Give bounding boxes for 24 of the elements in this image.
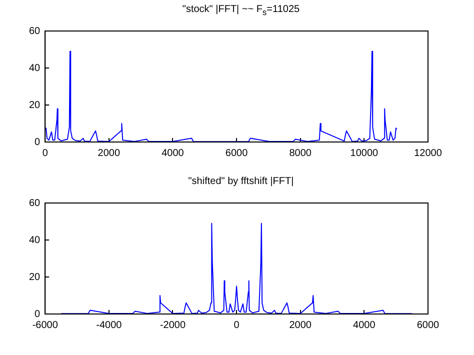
x-tick-label: -6000 xyxy=(32,320,58,331)
x-tick-label: 0 xyxy=(42,148,48,159)
y-tick-label: 60 xyxy=(29,198,41,209)
y-tick-label: 40 xyxy=(29,234,41,246)
x-tick-label: 2000 xyxy=(289,320,312,331)
chart-title: "stock" |FFT| ~~ F$_{s}$=11025 xyxy=(181,4,301,17)
y-tick-label: 0 xyxy=(34,308,41,320)
x-tick-label: 6000 xyxy=(225,148,248,159)
x-tick-label: 4000 xyxy=(353,320,376,331)
chart-title: "shifted" by fftshift |FFT| xyxy=(187,176,295,187)
x-tick-label: -4000 xyxy=(96,320,122,331)
y-tick-label: 20 xyxy=(29,272,41,283)
y-tick-label: 0 xyxy=(34,136,41,148)
y-tick-label: 60 xyxy=(29,26,41,37)
y-tick-label: 40 xyxy=(29,62,41,74)
x-tick-label: 6000 xyxy=(416,320,440,331)
x-tick-label: 4000 xyxy=(162,148,184,159)
x-tick-label: 8000 xyxy=(289,148,312,159)
x-tick-label: 12000 xyxy=(414,148,442,159)
y-tick-label: 20 xyxy=(29,100,41,111)
x-tick-label: -2000 xyxy=(160,320,186,331)
x-tick-label: 2000 xyxy=(98,148,120,159)
x-tick-label: 0 xyxy=(234,320,240,331)
x-tick-label: 10000 xyxy=(350,148,379,159)
